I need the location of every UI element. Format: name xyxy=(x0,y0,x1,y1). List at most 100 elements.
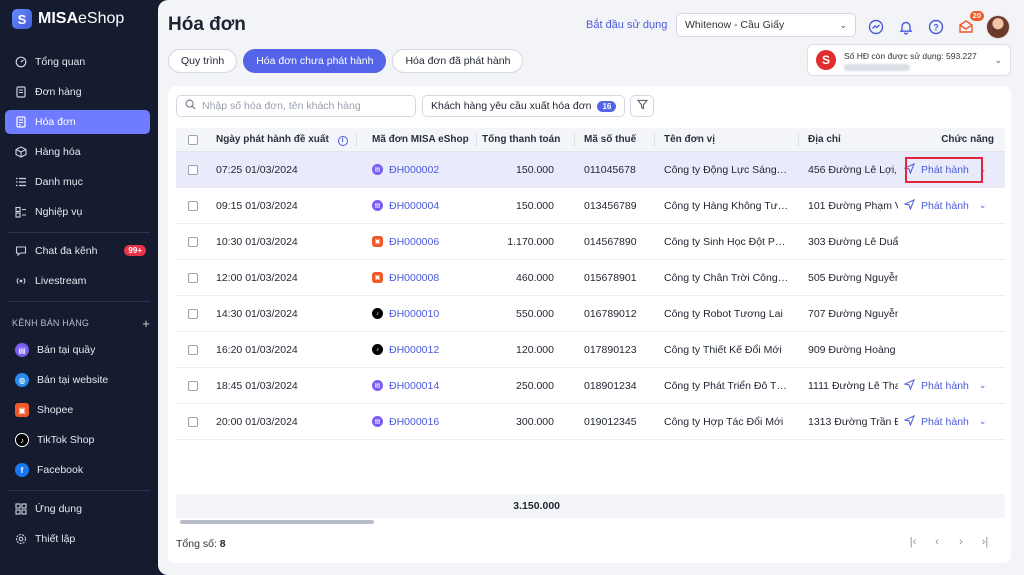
tab-issued[interactable]: Hóa đơn đã phát hành xyxy=(392,49,524,73)
start-using-link[interactable]: Bắt đầu sử dụng xyxy=(586,19,668,31)
tiktok-channel-icon: ♪ xyxy=(372,344,383,355)
sidebar-item-label: Danh mục xyxy=(35,176,83,188)
sidebar-item-operations[interactable]: Nghiệp vụ xyxy=(5,200,150,224)
search-box[interactable] xyxy=(176,95,416,117)
sidebar-item-overview[interactable]: Tổng quan xyxy=(5,50,150,74)
cell-total: 250.000 xyxy=(516,379,554,392)
bell-icon[interactable] xyxy=(896,17,916,37)
messenger-icon[interactable] xyxy=(866,17,886,37)
first-page-icon[interactable]: |‹ xyxy=(909,536,917,548)
table-body: 07:25 01/03/2024 ▤ ĐH000002 150.000 01104567… xyxy=(176,152,1005,440)
pos-channel-icon: ▤ xyxy=(372,200,383,211)
issue-invoice-button[interactable]: Phát hành ⌄ xyxy=(904,378,1004,393)
sidebar-item-settings[interactable]: Thiết lập xyxy=(5,527,150,551)
blurred-tax-code xyxy=(844,63,910,71)
add-channel-plus-icon[interactable]: + xyxy=(142,315,150,331)
last-page-icon[interactable]: ›| xyxy=(981,536,989,548)
next-page-icon[interactable]: › xyxy=(959,536,963,548)
sidebar-item-label: Shopee xyxy=(37,404,74,416)
sidebar-item-orders[interactable]: Đơn hàng xyxy=(5,80,150,104)
sidebar-item-products[interactable]: Hàng hóa xyxy=(5,140,150,164)
invoice-card: Khách hàng yêu cầu xuất hóa đơn 16 Ngày … xyxy=(168,86,1011,563)
table-row[interactable]: 12:00 01/03/2024 ▣ ĐH000008 460.000 01567890… xyxy=(176,260,1005,296)
cell-total: 550.000 xyxy=(516,307,554,320)
order-code-link[interactable]: ĐH000014 xyxy=(389,379,440,392)
misa-logo-icon: S xyxy=(12,9,32,29)
sidebar-item-tiktok[interactable]: ♪ TikTok Shop xyxy=(5,428,150,452)
row-checkbox[interactable] xyxy=(188,344,198,355)
table-row[interactable]: 07:25 01/03/2024 ▤ ĐH000002 150.000 01104567… xyxy=(176,152,1005,188)
sidebar-divider xyxy=(8,490,150,491)
table-row[interactable]: 10:30 01/03/2024 ▣ ĐH000006 1.170.000 014567… xyxy=(176,224,1005,260)
order-code-link[interactable]: ĐH000002 xyxy=(389,163,440,176)
inbox-notification-icon[interactable]: 20 xyxy=(956,11,984,37)
table-row[interactable]: 20:00 01/03/2024 ▤ ĐH000016 300.000 01901234… xyxy=(176,404,1005,440)
issue-invoice-label: Phát hành xyxy=(921,199,969,212)
sidebar-item-facebook[interactable]: f Facebook xyxy=(5,458,150,482)
search-input[interactable] xyxy=(202,100,402,112)
order-code-link[interactable]: ĐH000012 xyxy=(389,343,440,356)
cell-company-name: Công ty Sinh Học Đột P… xyxy=(664,235,786,248)
store-select[interactable]: Whitenow - Cầu Giấy ⌄ xyxy=(676,13,856,37)
row-checkbox[interactable] xyxy=(188,272,198,283)
chevron-down-icon[interactable]: ⌄ xyxy=(978,416,987,426)
sidebar-item-livestream[interactable]: Livestream xyxy=(5,269,150,293)
row-checkbox[interactable] xyxy=(188,380,198,391)
info-icon: i xyxy=(337,135,348,146)
cell-address: 1111 Đường Lê Tha xyxy=(808,379,898,392)
row-checkbox[interactable] xyxy=(188,200,198,211)
prev-page-icon[interactable]: ‹ xyxy=(935,536,939,548)
column-separator xyxy=(654,133,655,147)
sidebar-item-chat[interactable]: Chat đa kênh 99+ xyxy=(5,239,150,263)
issue-invoice-label: Phát hành xyxy=(921,415,969,428)
request-count-badge: 16 xyxy=(597,100,617,112)
sidebar-item-website[interactable]: ◍ Bán tại website xyxy=(5,368,150,392)
select-all-checkbox[interactable] xyxy=(188,134,198,145)
apps-icon xyxy=(15,503,27,515)
column-separator xyxy=(798,133,799,147)
table-row[interactable]: 16:20 01/03/2024 ♪ ĐH000012 120.000 01789012… xyxy=(176,332,1005,368)
filter-button[interactable] xyxy=(630,95,654,117)
shopee-icon: ▣ xyxy=(15,403,29,417)
table-row[interactable]: 18:45 01/03/2024 ▤ ĐH000014 250.000 01890123… xyxy=(176,368,1005,404)
tiktok-icon: ♪ xyxy=(15,433,29,447)
order-code-link[interactable]: ĐH000008 xyxy=(389,271,440,284)
help-icon[interactable]: ? xyxy=(926,17,946,37)
cell-total: 460.000 xyxy=(516,271,554,284)
row-checkbox[interactable] xyxy=(188,236,198,247)
horizontal-scrollbar[interactable] xyxy=(180,520,374,524)
cell-address: 101 Đường Phạm Vă xyxy=(808,199,898,212)
cell-tax-code: 015678901 xyxy=(584,271,637,284)
sidebar-item-label: Ứng dụng xyxy=(35,503,82,515)
sidebar-item-shopee[interactable]: ▣ Shopee xyxy=(5,398,150,422)
list-icon xyxy=(15,176,27,188)
customer-request-button[interactable]: Khách hàng yêu cầu xuất hóa đơn 16 xyxy=(422,95,626,117)
row-checkbox[interactable] xyxy=(188,416,198,427)
sidebar-item-pos[interactable]: ▤ Bán tại quầy xyxy=(5,338,150,362)
table-row[interactable]: 09:15 01/03/2024 ▤ ĐH000004 150.000 01345678… xyxy=(176,188,1005,224)
invoice-quota-select[interactable]: S Số HĐ còn được sử dụng: 593.227 ⌄ xyxy=(807,44,1011,76)
issue-invoice-button[interactable]: Phát hành ⌄ xyxy=(904,198,1004,213)
dashboard-icon xyxy=(15,56,27,68)
tab-process[interactable]: Quy trình xyxy=(168,49,238,73)
avatar[interactable] xyxy=(986,15,1010,39)
order-code-link[interactable]: ĐH000004 xyxy=(389,199,440,212)
sidebar-item-invoices[interactable]: Hóa đơn xyxy=(5,110,150,134)
page-title: Hóa đơn xyxy=(168,14,246,35)
globe-icon: ◍ xyxy=(15,373,29,387)
issue-invoice-button[interactable]: Phát hành ⌄ xyxy=(904,414,1004,429)
sidebar-item-apps[interactable]: Ứng dụng xyxy=(5,497,150,521)
sidebar-item-categories[interactable]: Danh mục xyxy=(5,170,150,194)
cell-tax-code: 017890123 xyxy=(584,343,637,356)
table-row[interactable]: 14:30 01/03/2024 ♪ ĐH000010 550.000 01678901… xyxy=(176,296,1005,332)
row-checkbox[interactable] xyxy=(188,164,198,175)
order-code-link[interactable]: ĐH000006 xyxy=(389,235,440,248)
tab-unissued[interactable]: Hóa đơn chưa phát hành xyxy=(243,49,387,73)
chevron-down-icon[interactable]: ⌄ xyxy=(978,200,987,210)
app-logo[interactable]: S MISAeShop xyxy=(12,9,124,29)
chevron-down-icon[interactable]: ⌄ xyxy=(978,380,987,390)
order-code-link[interactable]: ĐH000016 xyxy=(389,415,440,428)
sidebar-divider xyxy=(8,301,150,302)
row-checkbox[interactable] xyxy=(188,308,198,319)
order-code-link[interactable]: ĐH000010 xyxy=(389,307,440,320)
